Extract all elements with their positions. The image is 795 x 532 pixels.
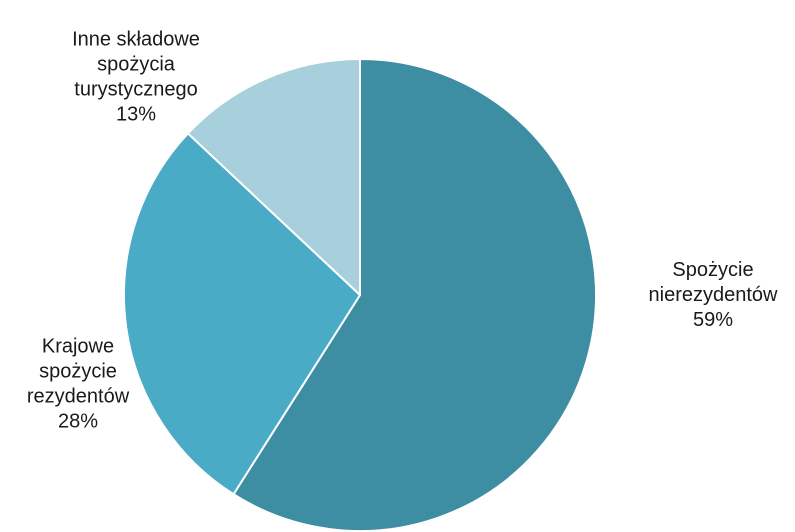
pie-slice-1	[232, 58, 597, 532]
pie-slices	[123, 58, 597, 532]
pie-slice-label-line: turystycznego	[74, 79, 197, 101]
pie-slice-label-line: rezydentów	[27, 386, 130, 408]
pie-slice-label-1: Spożycie nierezydentów 59%	[649, 259, 779, 331]
pie-slice-label-line: Krajowe	[42, 336, 114, 358]
pie-slice-label-line: Spożycie	[672, 259, 753, 281]
pie-slice-3	[186, 58, 361, 296]
pie-slice-label-line: spożycie	[39, 361, 117, 383]
pie-slice-label-2: Krajowe spożycie rezydentów 28%	[27, 336, 130, 433]
pie-slice-2	[123, 132, 361, 496]
pie-slice-label-3: Inne składowe spożycia turystycznego 13%	[72, 29, 200, 126]
pie-slice-label-line: 59%	[693, 309, 733, 331]
pie-slice-label-line: 28%	[58, 411, 98, 433]
pie-slice-label-line: 13%	[116, 104, 156, 126]
pie-labels: Spożycie nierezydentów 59% Krajowe spożycie r…	[27, 29, 778, 433]
pie-slice-label-line: spożycia	[97, 54, 176, 76]
pie-slice-label-line: nierezydentów	[649, 284, 779, 306]
pie-slice-label-line: Inne składowe	[72, 29, 200, 51]
